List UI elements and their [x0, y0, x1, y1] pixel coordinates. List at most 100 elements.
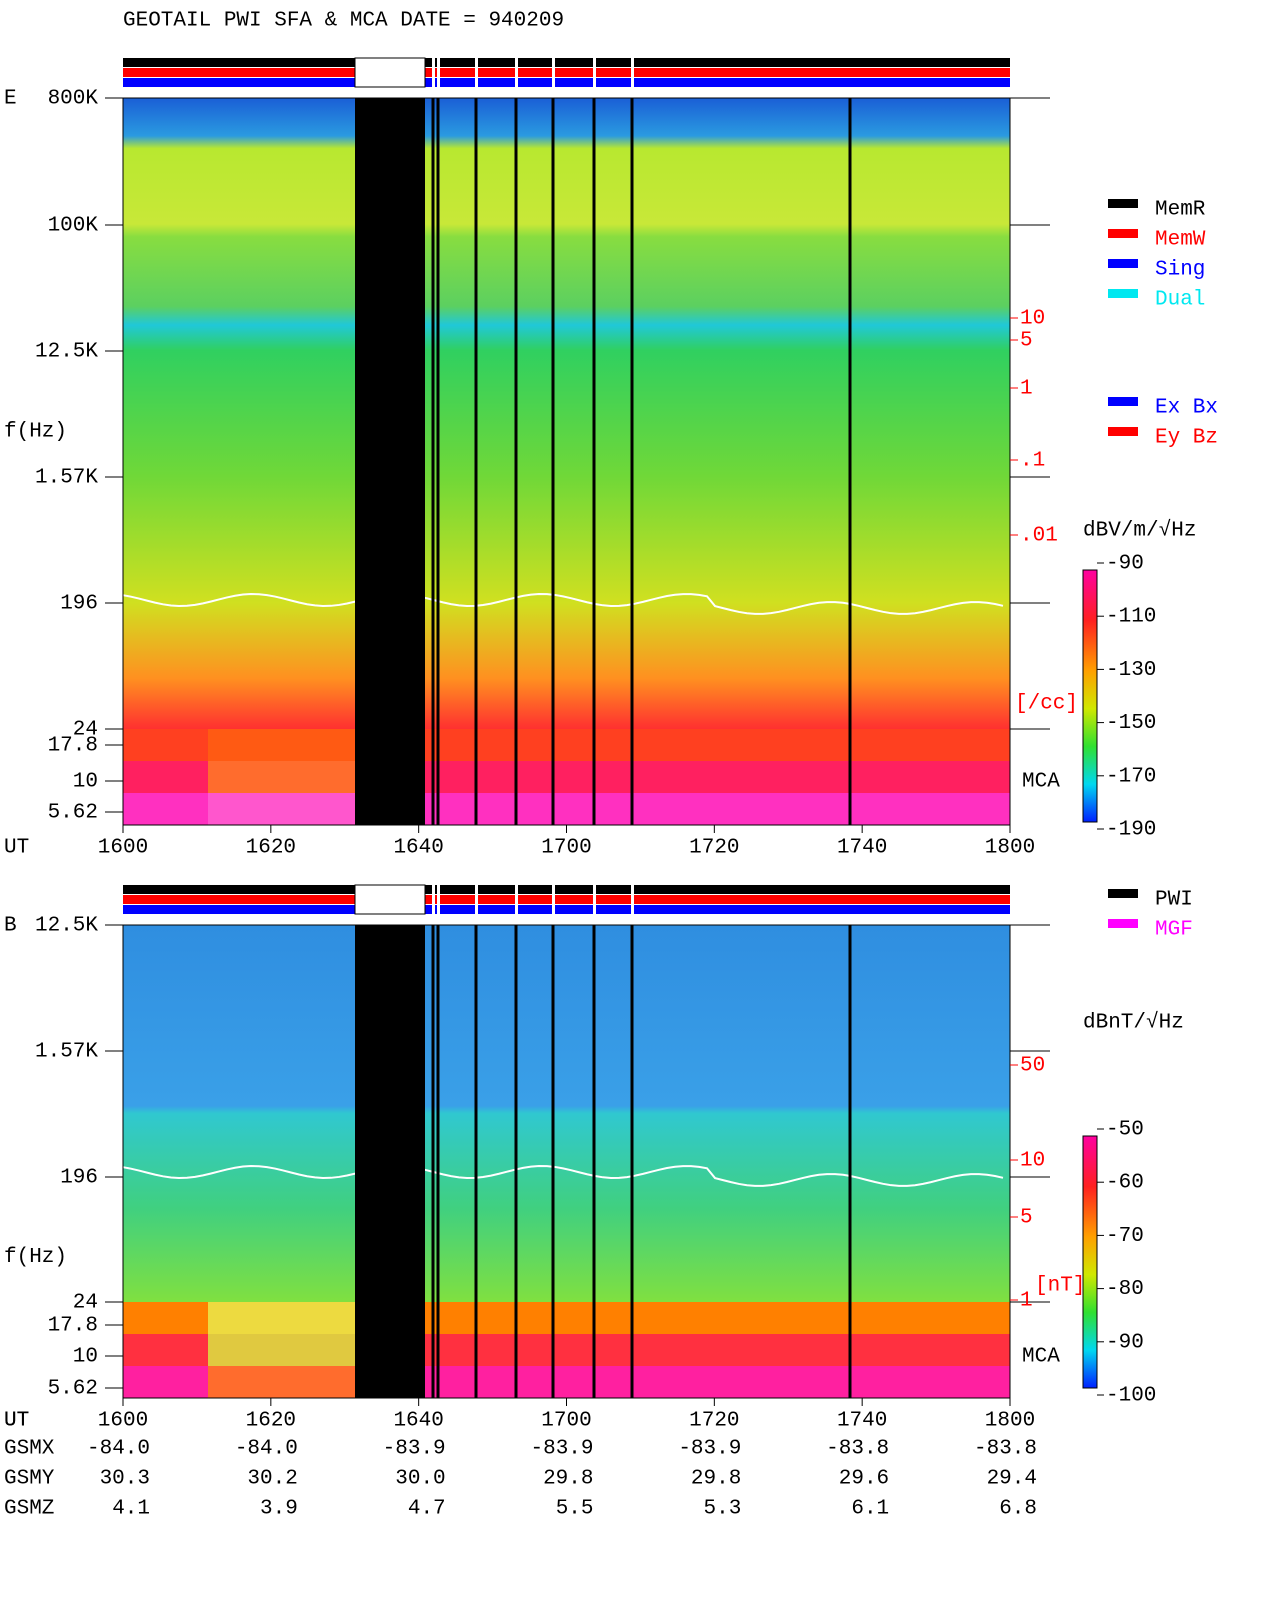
density-unit: [/cc]: [1015, 693, 1078, 716]
y-tick-label: 17.8: [48, 735, 98, 758]
data-gap: [355, 98, 425, 825]
data-gap: [474, 925, 478, 1398]
data-gap: [848, 925, 852, 1398]
colorbar-unit: dBV/m/√Hz: [1083, 519, 1196, 543]
y-tick-label: 17.8: [48, 1315, 98, 1338]
ephemeris-value: -83.9: [383, 1438, 446, 1461]
y-tick-label: 10: [73, 1346, 98, 1369]
mca-band: [208, 1366, 355, 1399]
ephemeris-value: -84.0: [87, 1438, 150, 1461]
ephemeris-row-name: GSMY: [4, 1468, 55, 1491]
status-bar: [123, 58, 1010, 67]
y-tick-label: 196: [60, 593, 98, 616]
colorbar-tick-label: -110: [1106, 606, 1156, 629]
mca-band: [208, 1302, 355, 1335]
ephemeris-value: -83.9: [530, 1438, 593, 1461]
colorbar-tick-label: -70: [1106, 1225, 1144, 1248]
data-gap: [514, 925, 518, 1398]
colorbar-tick-label: -90: [1106, 1331, 1144, 1354]
y-tick-label: 24: [73, 1292, 98, 1315]
x-tick-label: 1800: [985, 1410, 1035, 1433]
density-tick-label: 5: [1020, 1207, 1033, 1230]
y-tick-label: 100K: [48, 215, 99, 238]
colorbar-tick-label: -50: [1106, 1119, 1144, 1142]
ephemeris-value: 30.2: [247, 1468, 297, 1491]
y-tick-label: 10: [73, 771, 98, 794]
mca-band: [208, 793, 355, 826]
status-gap: [515, 885, 518, 914]
y-axis-label: f(Hz): [4, 421, 67, 444]
panel-label: E: [4, 88, 17, 111]
data-gap: [431, 98, 435, 825]
status-bar: [123, 895, 1010, 904]
status-gap: [432, 58, 435, 87]
legend-swatch: [1108, 919, 1138, 928]
data-gap: [474, 98, 478, 825]
legend-label: MGF: [1155, 919, 1193, 942]
density-tick-label: 10: [1020, 1150, 1045, 1173]
status-gap: [515, 58, 518, 87]
ephemeris-value: -83.8: [826, 1438, 889, 1461]
x-tick-label: 1700: [541, 1410, 591, 1433]
colorbar-tick-label: -190: [1106, 819, 1156, 842]
ephemeris-value: -83.8: [974, 1438, 1037, 1461]
status-gap: [475, 885, 478, 914]
status-gap: [354, 57, 426, 88]
legend-swatch: [1108, 229, 1138, 238]
x-tick-label: 1640: [393, 837, 443, 860]
status-gap: [552, 885, 555, 914]
ephemeris-value: 4.7: [408, 1498, 446, 1521]
panel-label: B: [4, 915, 17, 938]
status-gap: [593, 58, 596, 87]
colorbar-tick-label: -60: [1106, 1172, 1144, 1195]
x-tick-label: 1720: [689, 1410, 739, 1433]
y-tick-label: 1.57K: [35, 1041, 98, 1064]
x-tick-label: 1740: [837, 1410, 887, 1433]
ephemeris-value: 6.1: [851, 1498, 889, 1521]
density-tick-label: 5: [1020, 330, 1033, 353]
ephemeris-value: 3.9: [260, 1498, 298, 1521]
y-tick-label: 12.5K: [35, 915, 98, 938]
y-tick-label: 196: [60, 1167, 98, 1190]
legend-label: Dual: [1155, 289, 1205, 312]
status-gap: [552, 58, 555, 87]
colorbar-tick-label: -100: [1106, 1385, 1156, 1408]
legend-label: Ex Bx: [1155, 397, 1218, 420]
spectrogram: [123, 98, 1010, 729]
mca-band: [208, 1334, 355, 1367]
colorbar-tick-label: -130: [1106, 659, 1156, 682]
data-gap: [551, 98, 555, 825]
ephemeris-value: 4.1: [112, 1498, 150, 1521]
data-gap: [431, 925, 435, 1398]
ephemeris-row-name: GSMZ: [4, 1498, 54, 1521]
x-tick-label: 1640: [393, 1410, 443, 1433]
colorbar-tick-label: -90: [1106, 553, 1144, 576]
legend-label: MemR: [1155, 199, 1206, 222]
ephemeris-value: 5.5: [556, 1498, 594, 1521]
colorbar: [1082, 1135, 1098, 1389]
x-axis-label: UT: [4, 837, 29, 860]
y-tick-label: 5.62: [48, 802, 98, 825]
density-tick-label: .1: [1020, 450, 1045, 473]
x-tick-label: 1720: [689, 837, 739, 860]
legend-swatch: [1108, 397, 1138, 406]
y-tick-label: 12.5K: [35, 341, 98, 364]
mca-band: [208, 729, 355, 762]
x-tick-label: 1600: [98, 1410, 148, 1433]
ephemeris-label: UT: [4, 1410, 29, 1433]
status-bar: [123, 905, 1010, 914]
ephemeris-value: 5.3: [704, 1498, 742, 1521]
ephemeris-value: 29.8: [543, 1468, 593, 1491]
x-tick-label: 1620: [246, 1410, 296, 1433]
density-tick-label: 10: [1020, 308, 1045, 331]
ephemeris-value: -83.9: [678, 1438, 741, 1461]
density-unit: [nT]: [1035, 1275, 1085, 1298]
density-tick-label: 1: [1020, 1290, 1033, 1313]
data-gap: [355, 925, 425, 1398]
y-tick-label: 800K: [48, 88, 99, 111]
ephemeris-value: 6.8: [999, 1498, 1037, 1521]
status-gap: [437, 885, 440, 914]
status-bar: [123, 885, 1010, 894]
density-tick-label: 1: [1020, 378, 1033, 401]
status-gap: [437, 58, 440, 87]
